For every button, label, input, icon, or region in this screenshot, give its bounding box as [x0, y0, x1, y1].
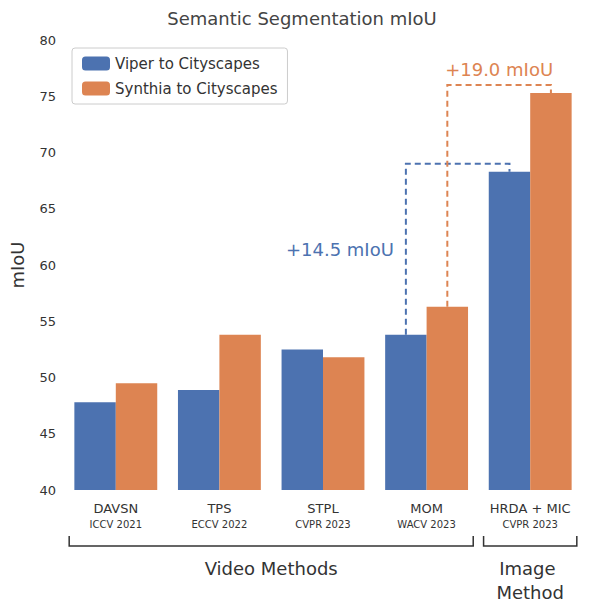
- svg-text:DAVSN: DAVSN: [93, 501, 138, 516]
- svg-text:50: 50: [39, 370, 56, 385]
- svg-text:Method: Method: [496, 582, 564, 603]
- svg-text:70: 70: [39, 145, 56, 160]
- svg-text:HRDA + MIC: HRDA + MIC: [490, 501, 571, 516]
- svg-text:80: 80: [39, 33, 56, 48]
- svg-text:Image: Image: [499, 558, 561, 579]
- svg-text:mIoU: mIoU: [7, 241, 28, 288]
- svg-text:STPL: STPL: [307, 501, 339, 516]
- svg-text:60: 60: [39, 258, 56, 273]
- svg-text:Viper to Cityscapes: Viper to Cityscapes: [115, 55, 260, 73]
- svg-text:+14.5 mIoU: +14.5 mIoU: [286, 239, 394, 260]
- svg-text:CVPR 2023: CVPR 2023: [295, 519, 350, 530]
- svg-text:55: 55: [39, 314, 56, 329]
- svg-text:+19.0 mIoU: +19.0 mIoU: [445, 59, 553, 80]
- svg-text:TPS: TPS: [206, 501, 231, 516]
- svg-text:ECCV 2022: ECCV 2022: [192, 519, 248, 530]
- svg-text:75: 75: [39, 89, 56, 104]
- svg-text:MOM: MOM: [410, 501, 443, 516]
- svg-text:65: 65: [39, 201, 56, 216]
- svg-text:Synthia to Cityscapes: Synthia to Cityscapes: [115, 80, 278, 98]
- svg-text:ICCV 2021: ICCV 2021: [90, 519, 142, 530]
- svg-text:CVPR 2023: CVPR 2023: [502, 519, 557, 530]
- svg-text:45: 45: [39, 426, 56, 441]
- svg-text:WACV 2023: WACV 2023: [397, 519, 455, 530]
- svg-text:Semantic Segmentation mIoU: Semantic Segmentation mIoU: [167, 8, 436, 29]
- svg-text:Video Methods: Video Methods: [205, 558, 338, 579]
- svg-text:40: 40: [39, 483, 56, 498]
